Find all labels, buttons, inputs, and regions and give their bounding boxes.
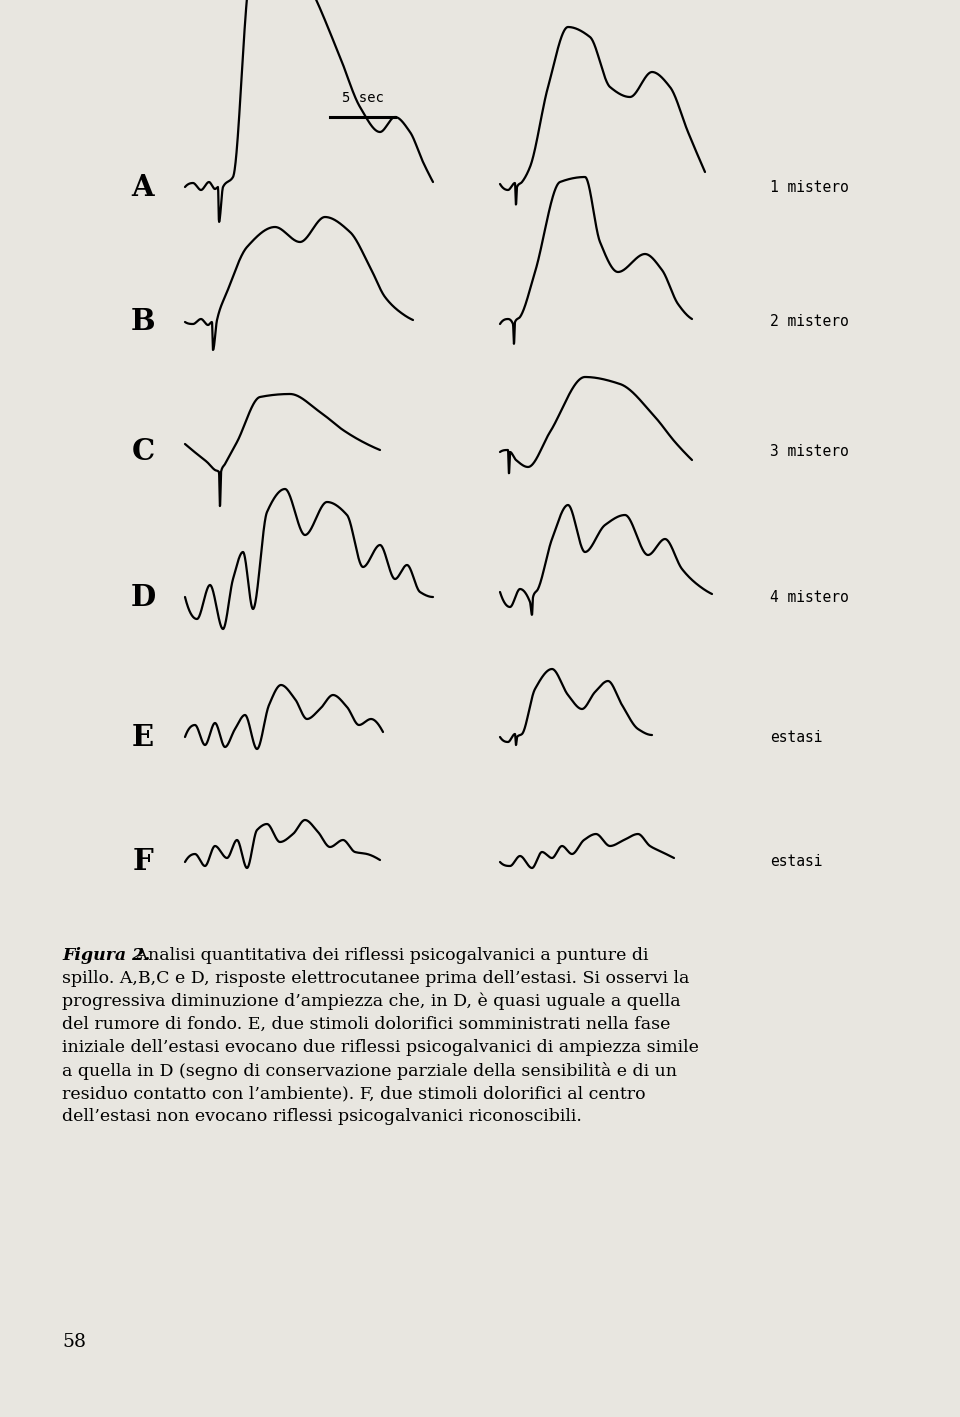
Text: 5 sec: 5 sec (342, 91, 383, 105)
Text: 58: 58 (62, 1333, 86, 1350)
Text: a quella in D (segno di conservazione parziale della sensibilità e di un: a quella in D (segno di conservazione pa… (62, 1061, 677, 1080)
Text: Analisi quantitativa dei riflessi psicogalvanici a punture di: Analisi quantitativa dei riflessi psicog… (130, 947, 649, 964)
Text: C: C (132, 438, 155, 466)
Text: Figura 2.: Figura 2. (62, 947, 151, 964)
Text: estasi: estasi (770, 730, 823, 744)
Text: estasi: estasi (770, 854, 823, 870)
Text: B: B (131, 307, 156, 336)
Text: 4 mistero: 4 mistero (770, 589, 849, 605)
Text: dell’estasi non evocano riflessi psicogalvanici riconoscibili.: dell’estasi non evocano riflessi psicoga… (62, 1108, 582, 1125)
Text: 2 mistero: 2 mistero (770, 315, 849, 330)
Text: E: E (132, 723, 154, 751)
Text: F: F (132, 847, 154, 877)
Text: A: A (132, 173, 155, 201)
Text: progressiva diminuzione d’ampiezza che, in D, è quasi uguale a quella: progressiva diminuzione d’ampiezza che, … (62, 993, 681, 1010)
Text: iniziale dell’estasi evocano due riflessi psicogalvanici di ampiezza simile: iniziale dell’estasi evocano due rifless… (62, 1039, 699, 1056)
Text: del rumore di fondo. E, due stimoli dolorifici somministrati nella fase: del rumore di fondo. E, due stimoli dolo… (62, 1016, 670, 1033)
Text: 1 mistero: 1 mistero (770, 180, 849, 194)
Text: spillo. A,B,C e D, risposte elettrocutanee prima dell’estasi. Si osservi la: spillo. A,B,C e D, risposte elettrocutan… (62, 971, 689, 988)
Text: D: D (131, 582, 156, 612)
Text: 3 mistero: 3 mistero (770, 445, 849, 459)
Text: residuo contatto con l’ambiente). F, due stimoli dolorifici al centro: residuo contatto con l’ambiente). F, due… (62, 1085, 646, 1102)
